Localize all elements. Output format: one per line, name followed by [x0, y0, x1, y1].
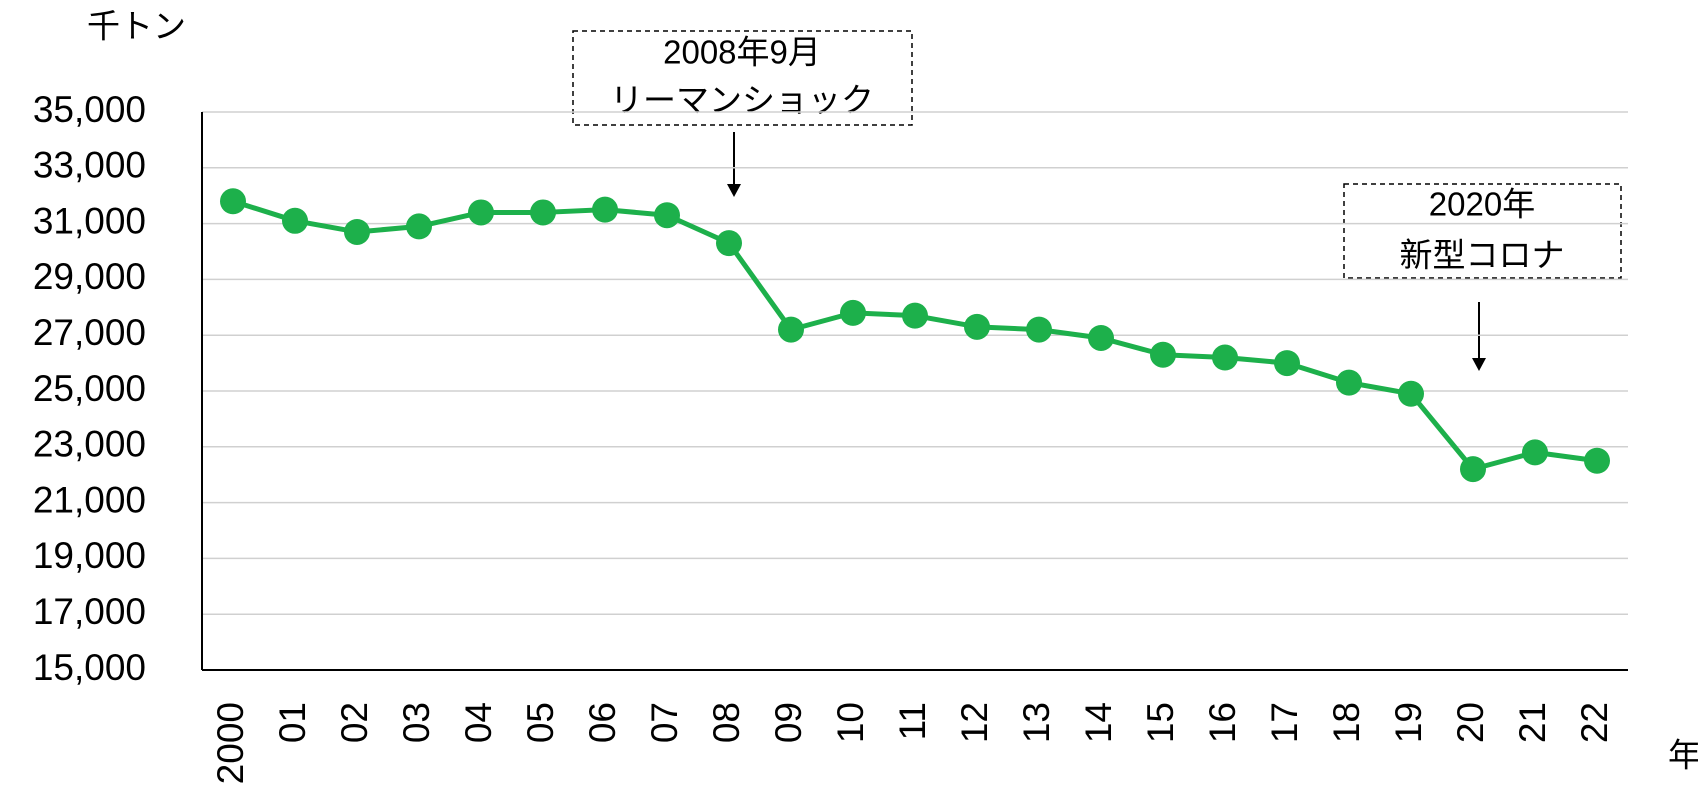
marker — [716, 230, 742, 257]
annotation-text: 2008年9月 — [663, 34, 821, 71]
x-tick-label: 14 — [1078, 702, 1119, 743]
x-tick-label: 11 — [892, 702, 933, 740]
annotation: 2020年 新型コロナ — [1343, 183, 1622, 371]
marker — [530, 199, 556, 226]
x-tick-label: 22 — [1574, 702, 1615, 743]
annotation-box — [1343, 183, 1622, 279]
x-tick-label: 01 — [272, 702, 313, 743]
marker — [654, 202, 680, 229]
annotation: 2008年9月 リーマンショック — [572, 30, 913, 197]
y-tick-label: 33,000 — [33, 145, 146, 186]
arrow-head — [1472, 358, 1486, 371]
marker — [1150, 341, 1176, 368]
x-tick-label: 20 — [1450, 702, 1491, 743]
y-tick-label: 23,000 — [33, 424, 146, 465]
marker — [1460, 456, 1486, 483]
marker — [468, 199, 494, 226]
x-tick-label: 03 — [396, 702, 437, 743]
x-tick-label: 13 — [1016, 702, 1057, 743]
y-tick-label: 17,000 — [33, 591, 146, 632]
marker — [1088, 324, 1114, 351]
y-tick-label: 25,000 — [33, 368, 146, 409]
marker — [1522, 439, 1548, 466]
x-tick-label: 17 — [1264, 702, 1305, 743]
marker — [840, 299, 866, 326]
x-unit-label: 年 — [1668, 737, 1698, 774]
y-tick-label: 21,000 — [33, 479, 146, 520]
marker — [1336, 369, 1362, 396]
marker — [1584, 447, 1610, 474]
x-tick-label: 07 — [644, 702, 685, 743]
x-tick-label: 2000 — [210, 702, 251, 784]
x-tick-label: 06 — [582, 702, 623, 743]
marker — [592, 196, 618, 223]
marker — [902, 302, 928, 329]
marker — [1274, 350, 1300, 377]
marker — [1026, 316, 1052, 343]
y-tick-label: 19,000 — [33, 535, 146, 576]
arrow-head — [727, 184, 741, 197]
x-tick-label: 02 — [334, 702, 375, 743]
x-tick-label: 09 — [768, 702, 809, 743]
marker — [778, 316, 804, 343]
annotation-text: リーマンショック — [610, 82, 874, 119]
marker — [220, 188, 246, 215]
y-tick-label: 29,000 — [33, 256, 146, 297]
marker — [344, 218, 370, 245]
x-tick-label: 04 — [458, 702, 499, 743]
x-tick-label: 08 — [706, 702, 747, 743]
y-tick-label: 35,000 — [33, 89, 146, 130]
annotation-box — [572, 30, 913, 126]
y-tick-label: 27,000 — [33, 312, 146, 353]
marker — [406, 213, 432, 240]
x-tick-label: 18 — [1326, 702, 1367, 743]
y-tick-label: 15,000 — [33, 647, 146, 688]
x-tick-label: 19 — [1388, 702, 1429, 743]
x-tick-label: 12 — [954, 702, 995, 743]
x-tick-label: 21 — [1512, 702, 1553, 743]
x-tick-label: 10 — [830, 702, 871, 743]
x-tick-label: 16 — [1202, 702, 1243, 743]
x-tick-label: 15 — [1140, 702, 1181, 743]
annotation-text: 2020年 — [1429, 186, 1535, 223]
annotation-text: 新型コロナ — [1400, 237, 1565, 274]
marker — [964, 313, 990, 340]
y-unit-label: 千トン — [87, 8, 186, 45]
marker — [1212, 344, 1238, 371]
marker — [282, 207, 308, 234]
y-tick-label: 31,000 — [33, 200, 146, 241]
marker — [1398, 380, 1424, 407]
x-tick-label: 05 — [520, 702, 561, 743]
